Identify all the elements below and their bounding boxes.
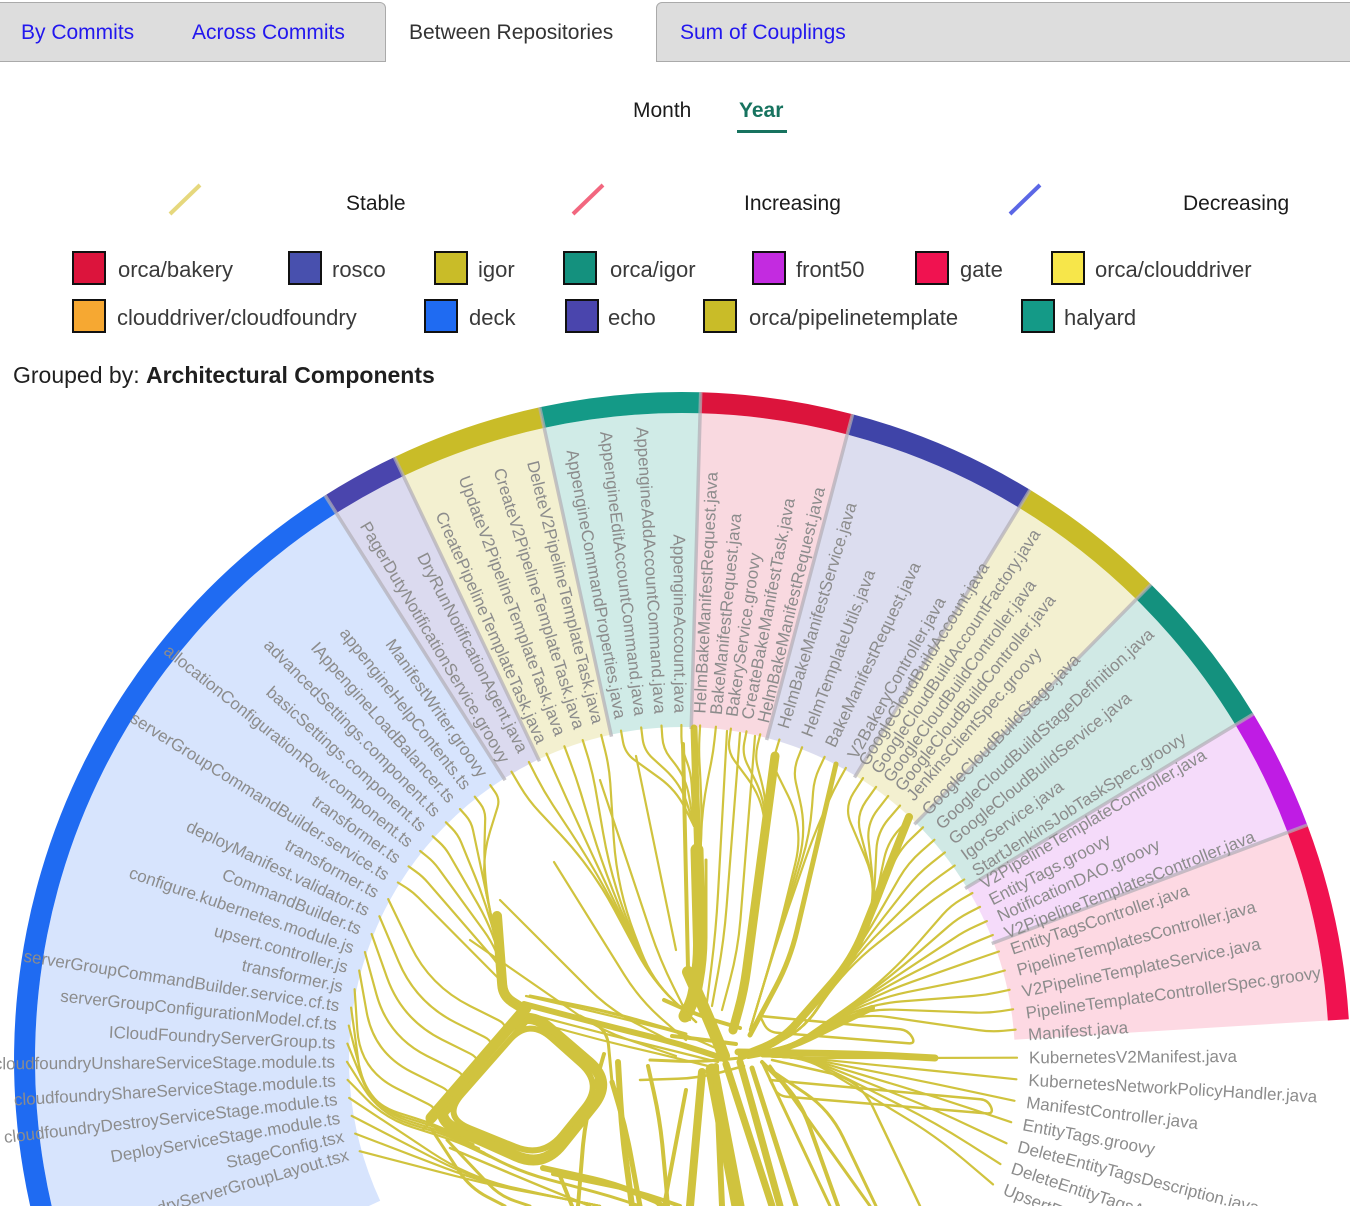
svg-text:cloudfoundryUnshareServiceStag: cloudfoundryUnshareServiceStage.module.t…: [0, 1053, 335, 1074]
svg-text:AppengineAccount.java: AppengineAccount.java: [669, 534, 689, 713]
svg-text:KubernetesV2Manifest.java: KubernetesV2Manifest.java: [1029, 1047, 1238, 1067]
